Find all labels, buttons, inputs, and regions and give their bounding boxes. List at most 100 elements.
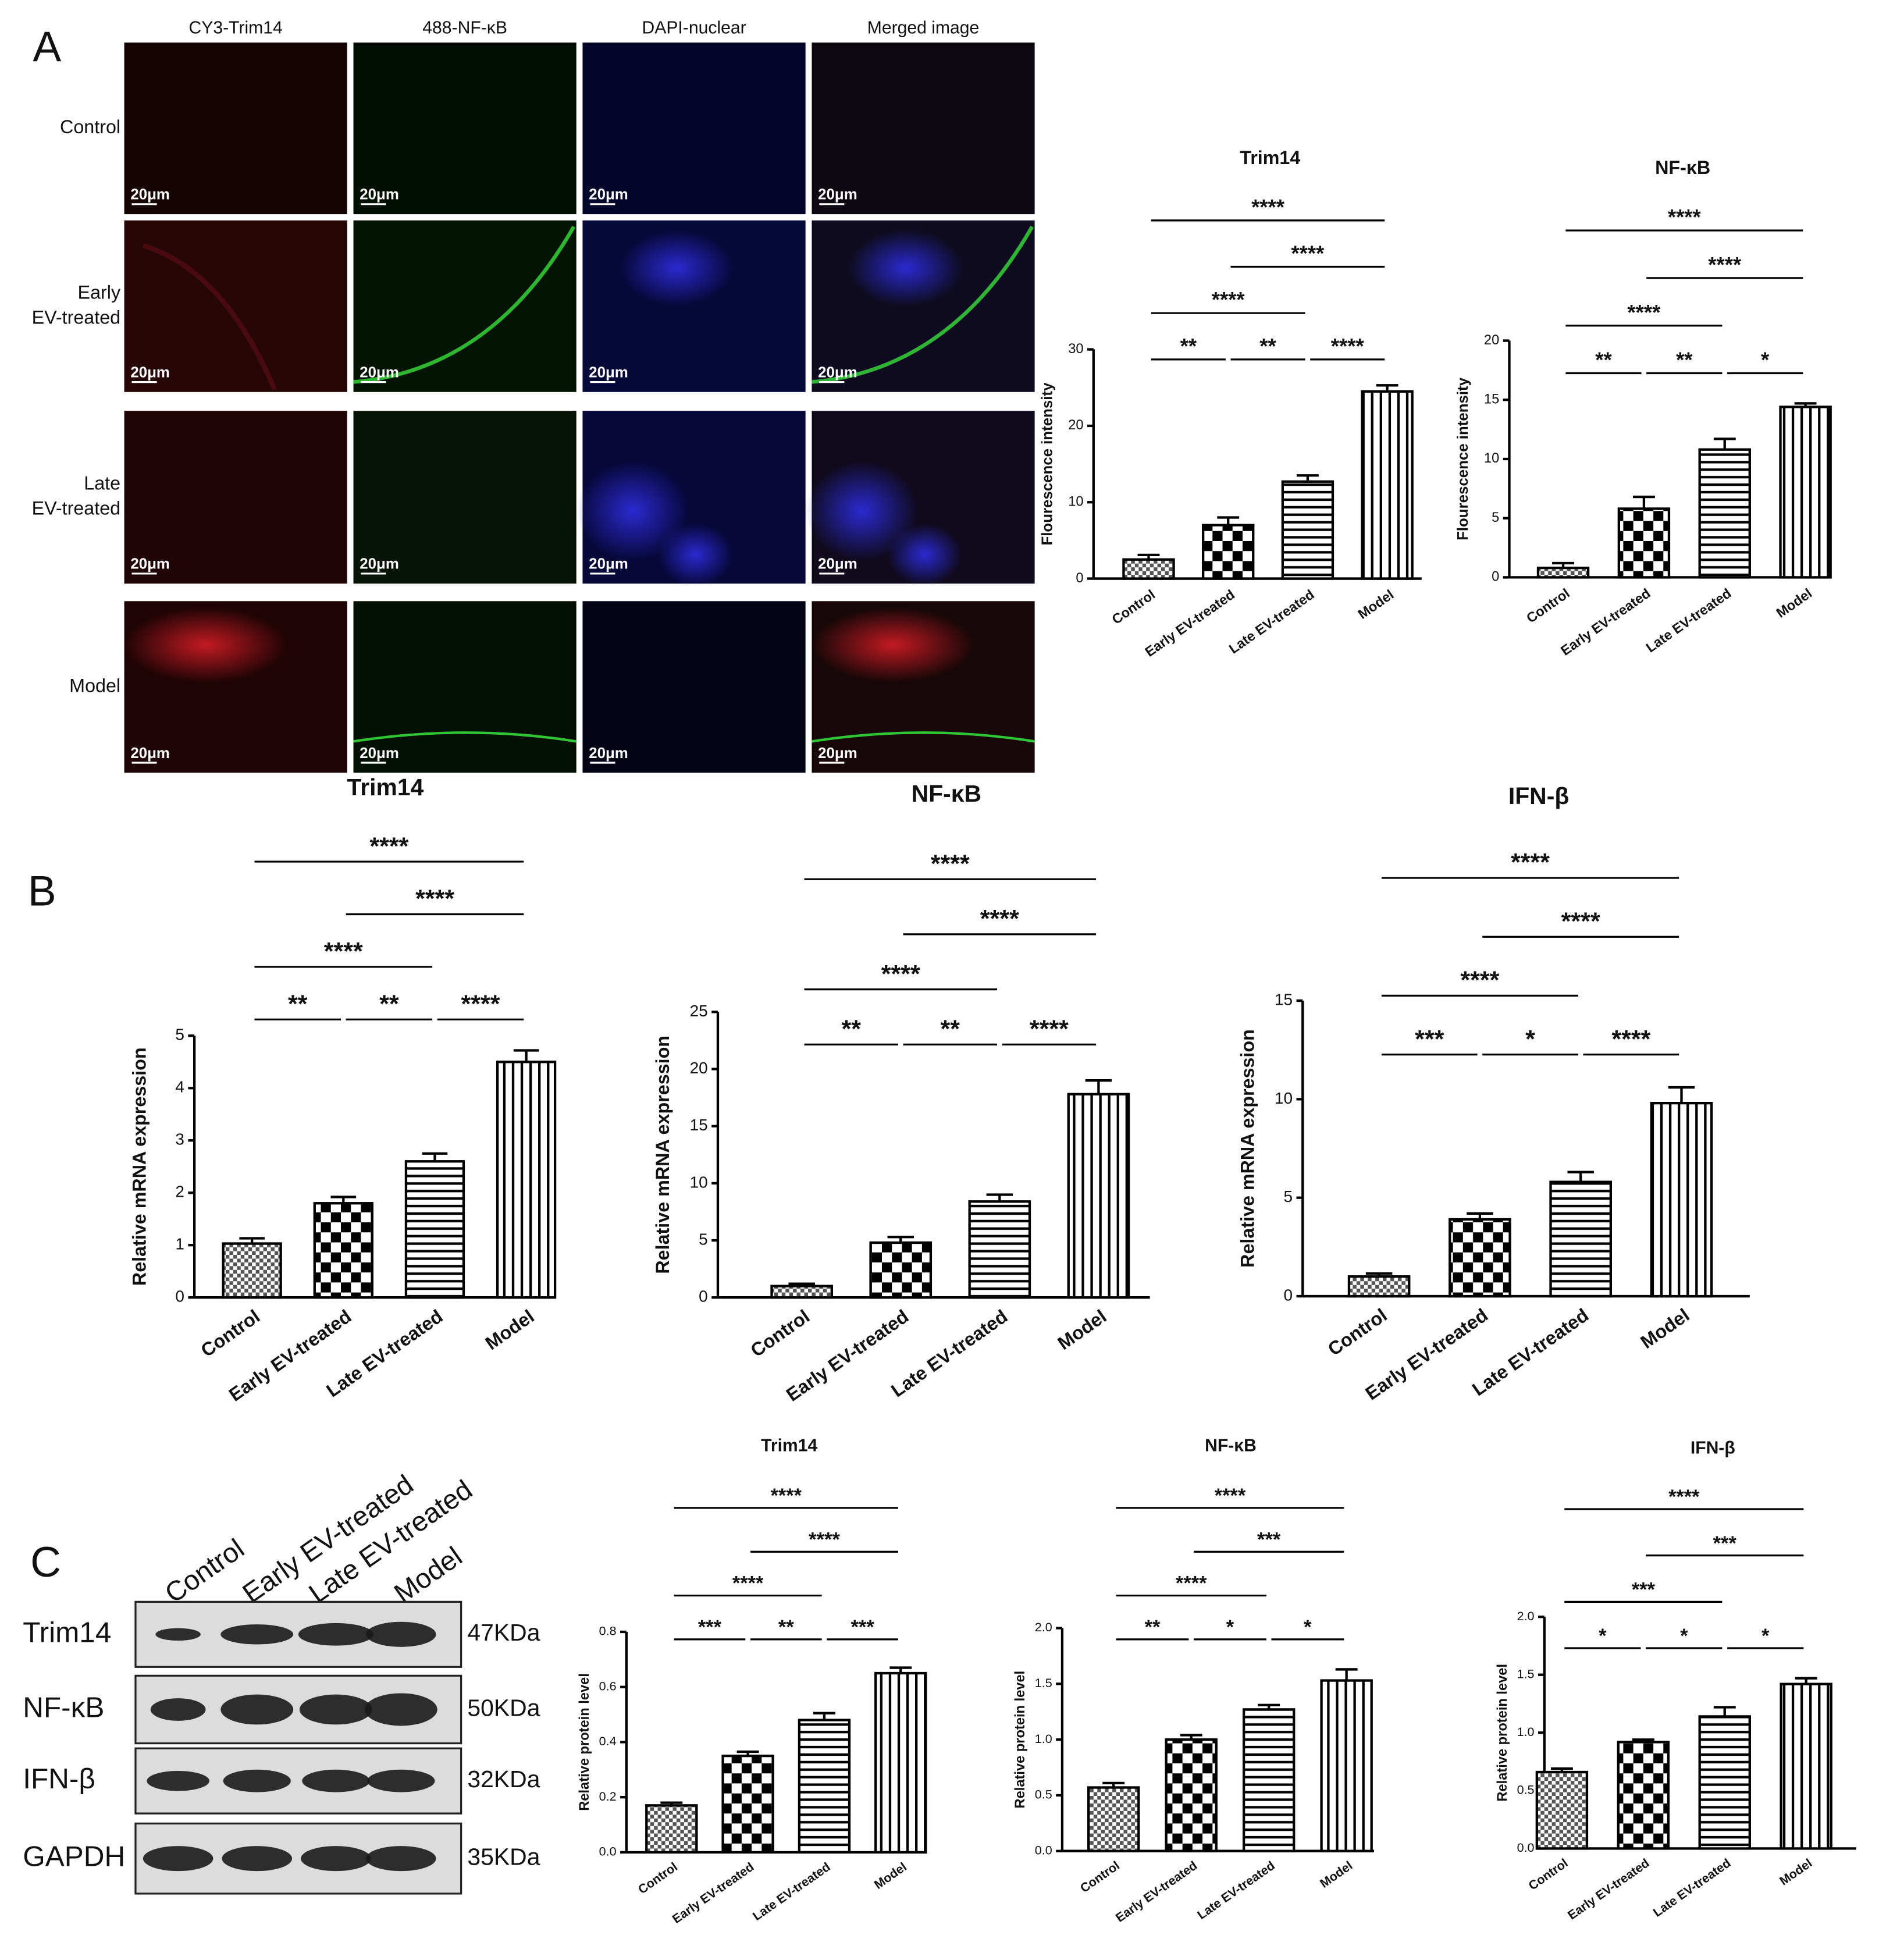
band [222, 1846, 293, 1872]
error-bar [1794, 402, 1817, 407]
error-bar [1335, 1668, 1358, 1681]
band [366, 1621, 436, 1647]
signal [805, 461, 919, 561]
error-bar [1668, 1086, 1695, 1104]
x-tick-label: Control [197, 1306, 264, 1361]
error-bar [1376, 384, 1398, 392]
bar [1617, 1741, 1670, 1850]
bar [496, 1061, 557, 1299]
y-tick-label: 0 [1076, 571, 1083, 586]
y-tick-label: 1.5 [1517, 1667, 1535, 1681]
significance-label: * [1761, 348, 1770, 372]
bar [1281, 480, 1334, 580]
significance-label: ** [1595, 348, 1612, 372]
significance-label: **** [770, 1485, 802, 1507]
micrograph [124, 220, 347, 392]
bar [1650, 1101, 1713, 1298]
y-tick-label: 2.0 [1035, 1620, 1052, 1634]
significance-label: **** [324, 938, 363, 966]
y-axis-label: Relative mRNA expression [129, 1047, 150, 1286]
error-bar [1795, 1677, 1817, 1684]
significance-label: ** [1259, 334, 1276, 358]
y-tick-label: 0.0 [1517, 1841, 1535, 1855]
x-tick-label: Late EV-treated [1195, 1858, 1277, 1922]
signal [812, 226, 1034, 384]
chart-title: IFN-β [1691, 1439, 1735, 1458]
bar [1698, 1715, 1751, 1850]
band [220, 1694, 294, 1725]
significance-label: **** [881, 960, 920, 988]
scale-bar-label: 20μm [130, 745, 169, 762]
x-tick-label: Model [1637, 1304, 1693, 1353]
micrograph [124, 411, 347, 584]
significance-label: *** [1257, 1528, 1281, 1550]
scale-bar-label: 20μm [818, 364, 857, 380]
scale-bar-label: 20μm [589, 745, 628, 762]
significance-label: *** [1632, 1578, 1656, 1600]
y-tick-label: 5 [1492, 510, 1499, 525]
significance-label: * [1761, 1625, 1770, 1647]
error-bar [1258, 1703, 1280, 1710]
micrograph [812, 42, 1035, 215]
scale-bar-label: 20μm [589, 556, 628, 572]
bar-chart: IFN-β Relative mRNA expression 0 5 10 15 Contr… [1237, 782, 1750, 1404]
bar-chart: NF-κB Relative protein level 0.0 0.5 1.0 1.5 2… [1013, 1436, 1374, 1925]
micrograph-texture [353, 226, 576, 384]
significance-label: **** [1215, 1485, 1246, 1507]
significance-label: **** [980, 905, 1019, 933]
chart-title: IFN-β [1508, 782, 1569, 809]
y-tick-label: 1.0 [1035, 1732, 1052, 1746]
micrograph-texture [812, 226, 1034, 384]
significance-label: **** [809, 1528, 840, 1550]
row-label: Control [60, 116, 120, 137]
bar [1067, 1093, 1130, 1299]
bar [874, 1671, 927, 1854]
bar [721, 1754, 774, 1854]
protein-label: Trim14 [23, 1616, 111, 1648]
band-size: 35KDa [467, 1843, 540, 1870]
y-tick-label: 0 [1284, 1286, 1293, 1304]
scale-bar-label: 20μm [589, 364, 628, 380]
significance-label: ** [1145, 1616, 1161, 1638]
y-tick-label: 0.6 [599, 1679, 617, 1693]
y-tick-label: 0.5 [1517, 1783, 1535, 1797]
y-axis-label: Relative protein level [1013, 1671, 1028, 1809]
micrograph [124, 42, 347, 215]
bar [645, 1804, 698, 1854]
band [302, 1769, 370, 1792]
panel-label: A [33, 23, 61, 70]
y-tick-label: 20 [1484, 333, 1499, 348]
bar [404, 1160, 465, 1299]
bar-chart: IFN-β Relative protein level 0.0 0.5 1.0 1.5 2… [1495, 1439, 1856, 1923]
chart-title: NF-κB [912, 780, 981, 807]
row-label: EV-treated [32, 498, 121, 519]
micrograph-texture [142, 243, 277, 391]
bar [313, 1202, 373, 1299]
y-tick-label: 0 [699, 1287, 708, 1306]
significance-label: *** [698, 1616, 722, 1638]
band [364, 1693, 437, 1726]
micrograph [353, 411, 576, 584]
row-label: Model [69, 675, 120, 696]
error-bar [788, 1282, 815, 1286]
x-tick-label: Model [1355, 587, 1397, 622]
y-tick-label: 0 [175, 1287, 184, 1306]
error-bar [813, 1712, 835, 1720]
bar [1347, 1275, 1411, 1298]
error-bar [986, 1193, 1013, 1202]
error-bar [1467, 1212, 1493, 1219]
y-tick-label: 0.0 [599, 1845, 617, 1859]
lane-label: Control [159, 1533, 250, 1609]
significance-label: **** [461, 990, 500, 1018]
y-axis-label: Flourescence intensity [1039, 382, 1055, 546]
significance-label: **** [732, 1573, 764, 1595]
y-tick-label: 5 [175, 1026, 184, 1044]
bar-chart: Trim14 Relative protein level 0.0 0.2 0.4 0.6… [577, 1436, 927, 1926]
chart-title: NF-κB [1655, 157, 1710, 178]
error-bar [1365, 1272, 1393, 1277]
y-tick-label: 20 [1068, 418, 1083, 433]
significance-label: **** [931, 850, 970, 878]
band [155, 1628, 201, 1641]
significance-label: * [1304, 1616, 1312, 1638]
bar-chart: Trim14 Flourescence intensity 0 10 20 30 Contr… [1039, 147, 1422, 660]
